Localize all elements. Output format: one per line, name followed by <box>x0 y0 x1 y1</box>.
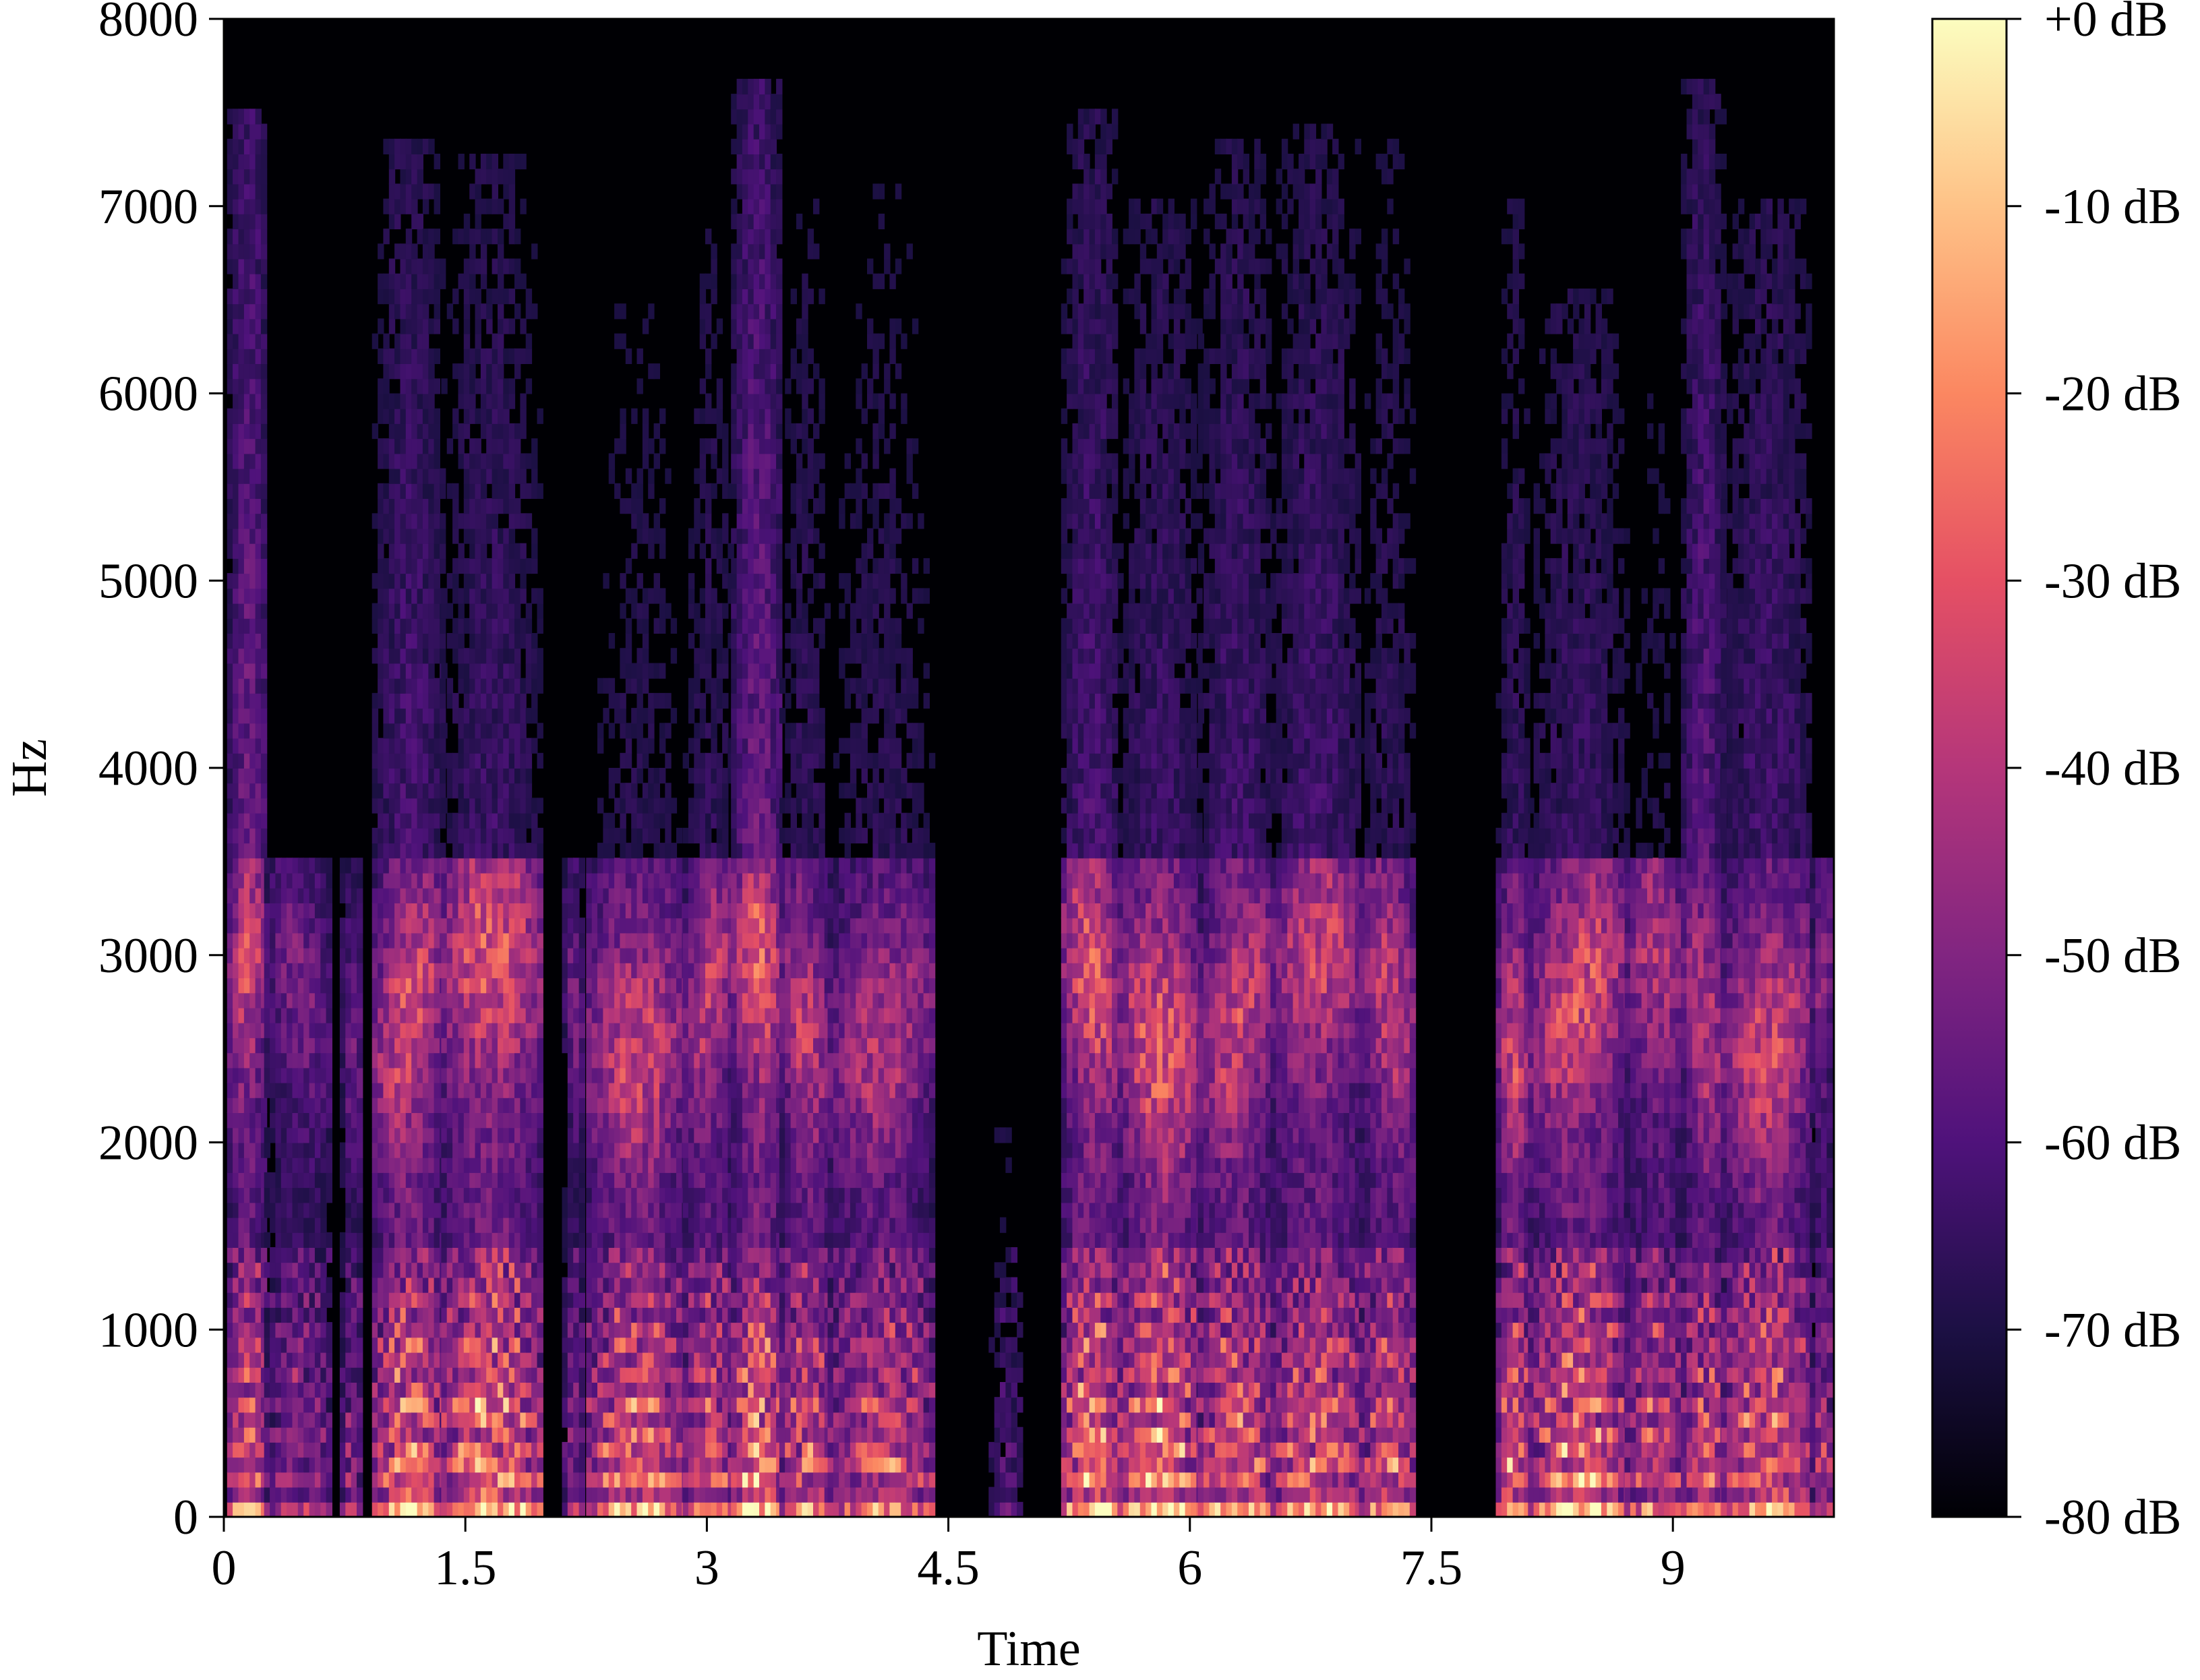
speech-segment <box>731 78 783 1517</box>
speech-segment <box>562 858 585 1517</box>
speech-segment <box>1197 138 1272 1517</box>
x-axis: 0 1.5 3 4.5 6 7.5 9 <box>212 1517 1686 1596</box>
y-tick-label: 7000 <box>98 179 198 235</box>
colorbar-tick-label: -40 dB <box>2044 741 2182 796</box>
speech-segment <box>441 154 543 1517</box>
speech-segment <box>1681 78 1727 1517</box>
speech-segment <box>779 198 831 1517</box>
x-tick-label: 1.5 <box>434 1540 497 1596</box>
speech-segment <box>1624 393 1682 1517</box>
colorbar-tick-label: -30 dB <box>2044 553 2182 609</box>
y-tick-label: 5000 <box>98 553 198 609</box>
speech-segment <box>827 183 936 1517</box>
y-tick-label: 8000 <box>98 0 198 47</box>
x-tick-label: 7.5 <box>1400 1540 1463 1596</box>
speech-segment <box>227 109 268 1517</box>
x-tick-label: 9 <box>1661 1540 1686 1596</box>
speech-segment <box>264 858 332 1517</box>
speech-segment <box>1495 198 1530 1517</box>
y-tick-label: 0 <box>173 1490 198 1545</box>
y-tick-label: 1000 <box>98 1302 198 1358</box>
speech-segment <box>1528 289 1630 1517</box>
plot-area <box>222 18 1835 1518</box>
x-axis-label: Time <box>977 1621 1081 1677</box>
y-tick-label: 4000 <box>98 741 198 796</box>
colorbar-gradient <box>1931 18 2008 1518</box>
x-tick-label: 3 <box>694 1540 719 1596</box>
speech-segment <box>988 1127 1023 1517</box>
colorbar-tick-label: -20 dB <box>2044 367 2182 422</box>
speech-segment <box>1270 123 1361 1517</box>
speech-segment <box>586 303 688 1517</box>
speech-segment <box>339 858 363 1517</box>
speech-segment <box>1117 198 1203 1517</box>
colorbar-tick-label: +0 dB <box>2044 0 2168 47</box>
colorbar-tick-label: -70 dB <box>2044 1302 2182 1358</box>
colorbar-ticks: +0 dB -10 dB -20 dB -30 dB -40 dB -50 dB -60 d… <box>2006 0 2182 1545</box>
colorbar-tick-label: -80 dB <box>2044 1490 2182 1545</box>
colorbar-tick-label: -50 dB <box>2044 928 2182 984</box>
x-tick-label: 4.5 <box>917 1540 980 1596</box>
y-tick-label: 3000 <box>98 928 198 984</box>
spectrogram-image <box>227 78 1833 1517</box>
speech-segment <box>1721 198 1812 1517</box>
speech-segment <box>682 229 734 1517</box>
y-axis: 0 1000 2000 3000 4000 5000 6000 7000 8000 <box>98 0 224 1545</box>
colorbar-tick-label: -10 dB <box>2044 179 2182 235</box>
colorbar-tick-label: -60 dB <box>2044 1116 2182 1171</box>
y-tick-label: 6000 <box>98 367 198 422</box>
x-tick-label: 6 <box>1177 1540 1202 1596</box>
x-tick-label: 0 <box>212 1540 237 1596</box>
speech-segment <box>371 138 446 1517</box>
speech-segment <box>1061 109 1119 1517</box>
speech-segment <box>1810 858 1833 1517</box>
speech-segment <box>1359 138 1417 1517</box>
y-tick-label: 2000 <box>98 1116 198 1171</box>
y-axis-label: Hz <box>2 739 57 797</box>
colorbar: +0 dB -10 dB -20 dB -30 dB -40 dB -50 dB -60 d… <box>1931 0 2182 1545</box>
